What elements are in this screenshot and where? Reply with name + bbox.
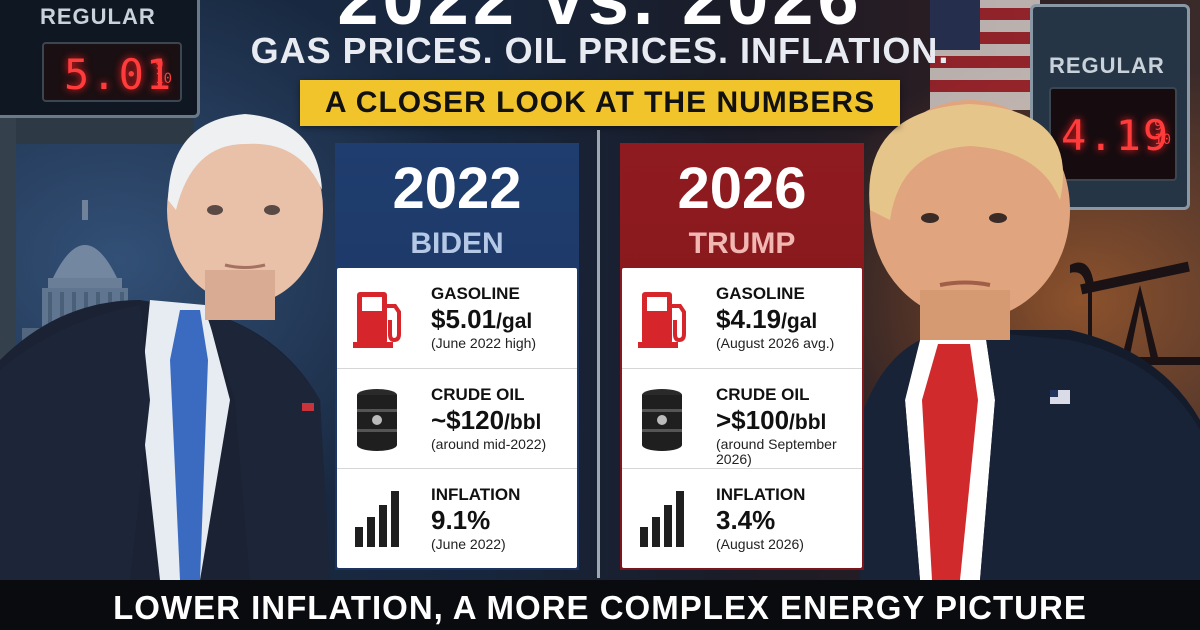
- biden-photo: [0, 114, 330, 580]
- sign-label: REGULAR: [40, 4, 156, 29]
- sign-price-fraction: 9 10: [155, 57, 172, 87]
- oil-barrel-icon: [357, 389, 397, 451]
- panel-2026: 2026 TRUMP GASOLINE $4.19/gal (August 20…: [620, 143, 864, 570]
- stat-label: INFLATION: [431, 485, 521, 504]
- gas-station-canopy: [14, 118, 194, 144]
- stats-card: GASOLINE $4.19/gal (August 2026 avg.) CR…: [622, 268, 862, 568]
- stat-row-inflation: INFLATION 3.4% (August 2026): [622, 468, 862, 568]
- stat-label: CRUDE OIL: [431, 385, 525, 404]
- stat-row-inflation: INFLATION 9.1% (June 2022): [337, 468, 577, 568]
- gas-price-sign-left: REGULAR 5.01 9 10: [0, 0, 200, 118]
- trump-photo: [860, 100, 1200, 580]
- stat-value: $5.01/gal: [431, 304, 533, 334]
- panel-divider: [597, 130, 600, 578]
- sign-price-display: 5.01 9 10: [42, 42, 182, 102]
- oil-barrel-icon: [642, 389, 682, 451]
- stat-note: (around mid-2022): [431, 436, 547, 452]
- panel-year: 2022: [392, 156, 522, 221]
- stat-note: (June 2022): [431, 536, 506, 552]
- highlight-banner: A CLOSER LOOK AT THE NUMBERS: [300, 80, 900, 126]
- stat-value: >$100/bbl: [716, 405, 827, 435]
- stat-row-crude-oil: CRUDE OIL ~$120/bbl (around mid-2022): [337, 368, 577, 468]
- stat-note: (August 2026 avg.): [716, 335, 835, 351]
- sign-price: 5.01: [64, 50, 174, 99]
- stat-value: 3.4%: [716, 505, 776, 535]
- panel-name: TRUMP: [688, 227, 796, 260]
- stat-value: ~$120/bbl: [431, 405, 542, 435]
- stats-card: GASOLINE $5.01/gal (June 2022 high) CRUD…: [337, 268, 577, 568]
- gas-pump-icon: [638, 292, 686, 348]
- page-subtitle: GAS PRICES. OIL PRICES. INFLATION.: [250, 30, 950, 71]
- sign-price: 4.19: [1061, 111, 1171, 160]
- sign-post: [0, 118, 16, 368]
- gas-pump-icon: [353, 292, 401, 348]
- bar-chart-icon: [640, 491, 684, 547]
- stat-value: 9.1%: [431, 505, 491, 535]
- footer-caption: LOWER INFLATION, A MORE COMPLEX ENERGY P…: [0, 580, 1200, 630]
- sign-price-fraction: 9 10: [1154, 118, 1171, 148]
- stat-label: INFLATION: [716, 485, 806, 504]
- bar-chart-icon: [355, 491, 399, 547]
- stat-value: $4.19/gal: [716, 304, 818, 334]
- page-title: 2022 vs. 2026: [0, 0, 1200, 41]
- us-flag-icon: [930, 0, 1040, 110]
- sign-price-display: 4.19 9 10: [1049, 87, 1177, 181]
- stat-row-gasoline: GASOLINE $4.19/gal (August 2026 avg.): [622, 268, 862, 368]
- panel-2022: 2022 BIDEN GASOLINE $5.01/gal (June 2022…: [335, 143, 579, 570]
- stat-label: CRUDE OIL: [716, 385, 810, 404]
- panel-name: BIDEN: [410, 227, 504, 260]
- panel-year: 2026: [677, 156, 807, 221]
- stat-note: (around September 2026): [716, 436, 837, 467]
- stat-row-crude-oil: CRUDE OIL >$100/bbl (around September 20…: [622, 368, 862, 468]
- stat-label: GASOLINE: [431, 284, 520, 303]
- sign-label: REGULAR: [1049, 53, 1165, 78]
- stat-label: GASOLINE: [716, 284, 805, 303]
- stat-note: (August 2026): [716, 536, 804, 552]
- stat-row-gasoline: GASOLINE $5.01/gal (June 2022 high): [337, 268, 577, 368]
- stat-note: (June 2022 high): [431, 335, 537, 351]
